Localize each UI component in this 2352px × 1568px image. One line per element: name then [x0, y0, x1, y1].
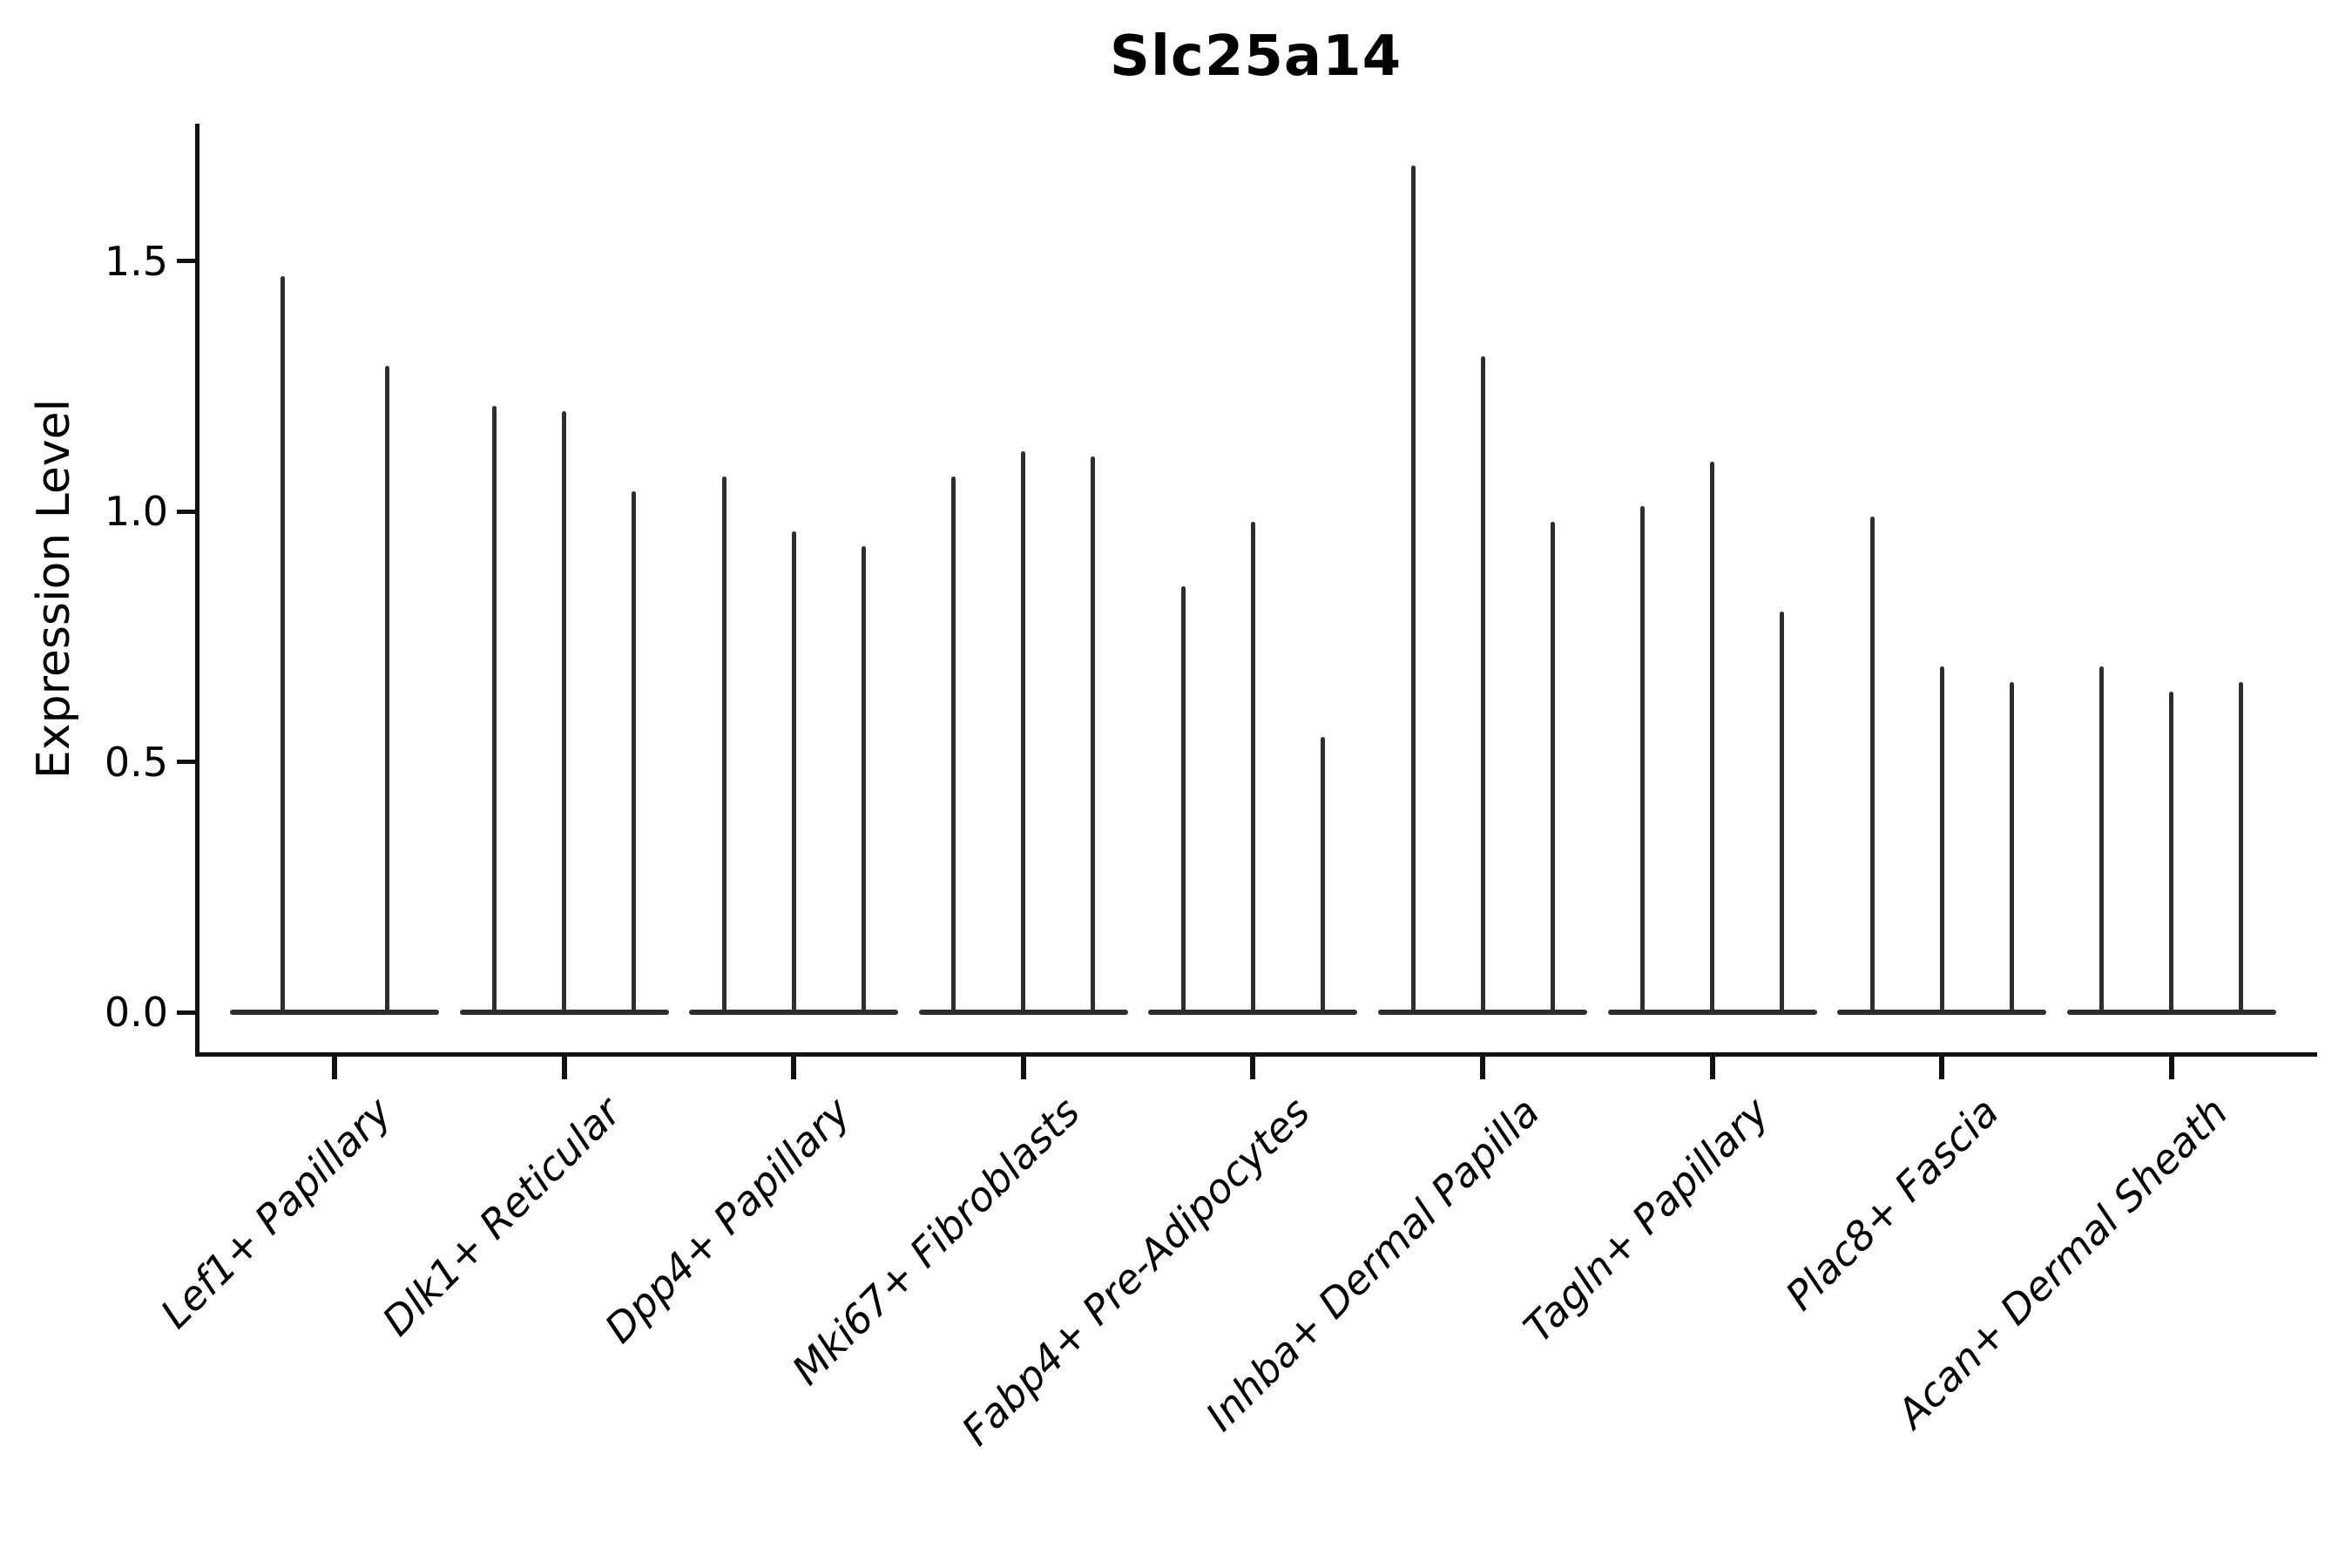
violin-spike — [2009, 681, 2014, 1014]
y-axis-label: Expression Level — [28, 398, 80, 780]
y-tick-label: 1.5 — [104, 237, 168, 285]
violin-spike — [1939, 666, 1944, 1014]
violin-spike — [632, 491, 637, 1014]
violin-spike — [1780, 612, 1785, 1014]
plot-title: Slc25a14 — [1109, 24, 1402, 89]
y-tick-mark — [177, 760, 198, 764]
y-tick-label: 0.0 — [104, 989, 168, 1036]
violin-spike — [492, 406, 497, 1014]
x-axis-category-label: Tagln+ Papillary — [1514, 1088, 1778, 1352]
y-tick-mark — [177, 1010, 198, 1015]
x-tick-mark — [1939, 1057, 1945, 1079]
violin-spike — [280, 275, 285, 1014]
y-tick-mark — [177, 259, 198, 263]
violin-spike — [2239, 681, 2244, 1014]
violin-spike — [1091, 456, 1096, 1014]
violin-spike — [384, 366, 389, 1014]
x-tick-mark — [332, 1057, 337, 1079]
violin-spike — [1250, 521, 1255, 1014]
y-tick-label: 0.5 — [104, 738, 168, 786]
violin-spike — [1180, 586, 1186, 1014]
x-tick-mark — [791, 1057, 797, 1079]
violin-spike — [1410, 166, 1416, 1014]
y-tick-mark — [177, 509, 198, 514]
violin-spike — [1640, 506, 1646, 1014]
violin-spike — [1320, 736, 1325, 1014]
violin-spike — [1869, 516, 1875, 1014]
violin-spike — [861, 546, 866, 1014]
x-axis-category-label: Dpp4+ Papillary — [595, 1088, 860, 1352]
violin-spike — [791, 531, 796, 1014]
violin-spike — [1550, 521, 1555, 1014]
violin-spike — [2169, 692, 2174, 1014]
x-tick-mark — [561, 1057, 567, 1079]
x-tick-mark — [1250, 1057, 1256, 1079]
violin-base — [230, 1010, 439, 1015]
violin-spike — [2099, 666, 2105, 1014]
x-axis-category-label: Dlk1+ Reticular — [373, 1088, 630, 1345]
violin-spike — [1021, 451, 1026, 1014]
violin-spike — [951, 476, 956, 1014]
y-tick-label: 1.0 — [104, 488, 168, 535]
violin-spike — [562, 411, 567, 1014]
x-axis-category-label: Lef1+ Papillary — [151, 1088, 401, 1338]
x-tick-mark — [1709, 1057, 1715, 1079]
x-axis-category-label: Plac8+ Fascia — [1776, 1088, 2008, 1320]
y-axis-line — [195, 124, 199, 1057]
violin-spike — [1480, 355, 1485, 1014]
x-tick-mark — [1480, 1057, 1485, 1079]
x-tick-mark — [1020, 1057, 1026, 1079]
x-axis-line — [195, 1052, 2317, 1057]
violin-spike — [721, 476, 727, 1014]
x-tick-mark — [2168, 1057, 2174, 1079]
violin-spike — [1710, 461, 1715, 1014]
